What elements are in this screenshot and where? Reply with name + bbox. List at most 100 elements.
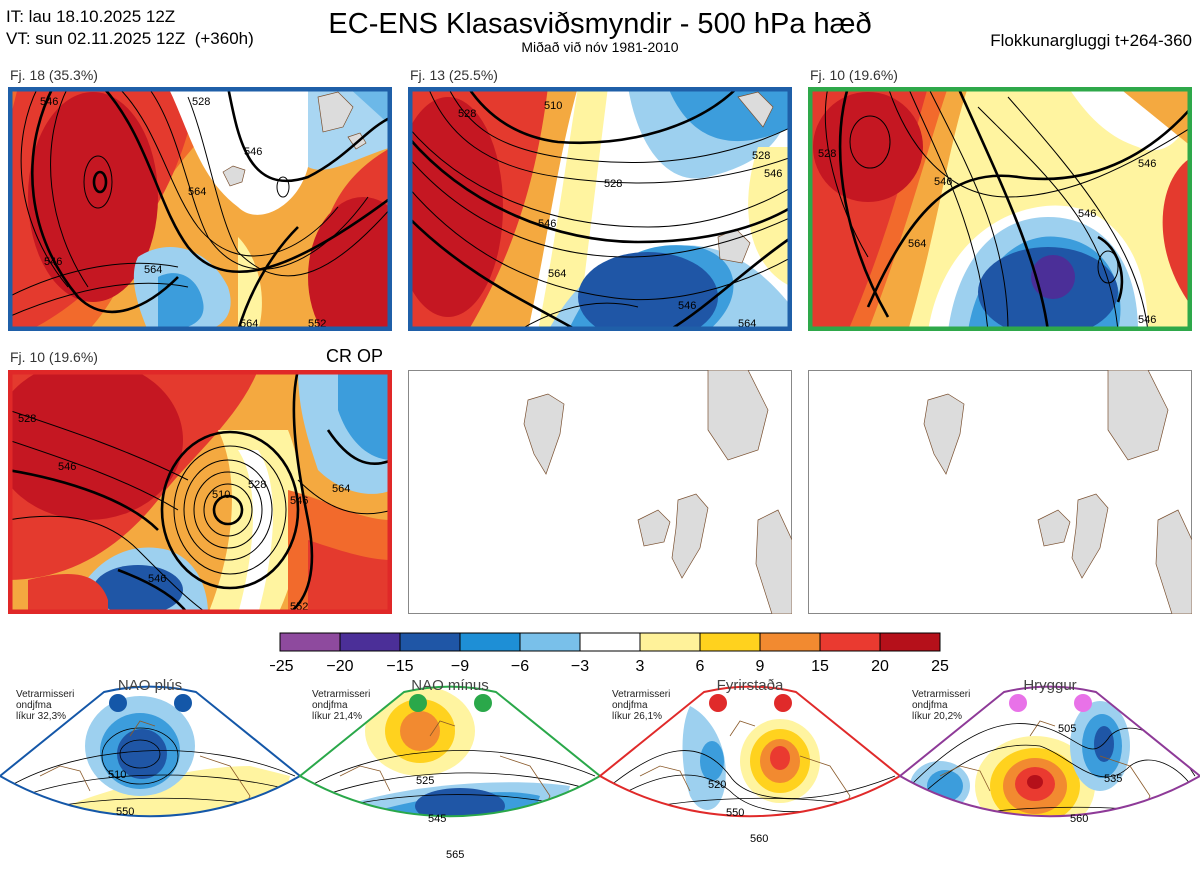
contour-label: 510 (544, 100, 562, 112)
valid-time: VT: sun 02.11.2025 12Z (+360h) (6, 29, 254, 48)
contour-label: 546 (1138, 158, 1156, 170)
colorbar-tick-label: 6 (696, 658, 705, 675)
regime-dot-icon (109, 694, 127, 712)
colorbar-tick-label: −15 (386, 658, 413, 675)
contour-label: 546 (58, 461, 76, 473)
contour-label: 564 (144, 264, 162, 276)
contour-label: 564 (188, 186, 206, 198)
regime-outline (598, 685, 902, 818)
regime-stat: líkur 20,2% (912, 711, 962, 722)
cluster-map-2: 528 510 528 528 546 546 564 546 564 (408, 87, 792, 331)
regime-ridge (898, 685, 1200, 818)
panel-1-label: Fj. 18 (35.3%) (10, 67, 98, 83)
contour-label: 510 (212, 489, 230, 501)
regime-stat: Vetrarmisseri (312, 689, 370, 700)
regime-contour-label: 525 (416, 775, 434, 787)
colorbar-swatch (339, 632, 401, 652)
regime-nao-plus (0, 685, 302, 818)
contour-label: 528 (192, 96, 210, 108)
regime-contour-label: 510 (108, 769, 126, 781)
initial-time: IT: lau 18.10.2025 12Z (6, 7, 176, 26)
colorbar-tick-label: 25 (931, 658, 949, 675)
colorbar-tick-label: −6 (511, 658, 529, 675)
regime-outline (898, 685, 1200, 818)
colorbar-swatch (639, 632, 701, 652)
colorbar-swatch (819, 632, 881, 652)
colorbar-tick-label: 20 (871, 658, 889, 675)
cluster-map-1: 546 528 546 564 546 564 564 552 (8, 87, 392, 331)
colorbar-swatches (279, 632, 941, 652)
cluster-map-3: 528 546 546 564 546 546 (808, 87, 1192, 331)
colorbar-ticks: −25 −20 −15 −9 −6 −3 3 6 9 15 20 25 (270, 658, 949, 675)
panel-4-label: Fj. 10 (19.6%) (10, 349, 98, 365)
regime-contour-label: 565 (446, 849, 464, 861)
cluster-map-4: 528 546 510 528 546 564 546 552 (8, 370, 392, 614)
contour-label: 546 (1138, 314, 1156, 326)
colorbar-tick-label: 9 (756, 658, 765, 675)
contour-label: 546 (148, 573, 166, 585)
panel-2-label: Fj. 13 (25.5%) (410, 67, 498, 83)
cr-op-label: CR OP (326, 346, 384, 366)
regime-title: Hryggur (1023, 677, 1076, 694)
colorbar-tick-label: 15 (811, 658, 829, 675)
empty-map-1 (408, 370, 792, 614)
contour-label: 564 (548, 268, 566, 280)
contour-label: 528 (458, 108, 476, 120)
colorbar-tick-label: −9 (451, 658, 469, 675)
colorbar-tick-label: −3 (571, 658, 589, 675)
colorbar-tick-label: −20 (326, 658, 353, 675)
regime-dot-icon (709, 694, 727, 712)
regime-stat: ondjfma (912, 700, 948, 711)
colorbar-swatch (279, 632, 341, 652)
contour-label: 546 (290, 495, 308, 507)
colorbar-swatch (579, 632, 641, 652)
regime-dot-icon (474, 694, 492, 712)
regime-dot-icon (409, 694, 427, 712)
contour-label: 528 (604, 178, 622, 190)
regime-title: Fyrirstaða (717, 677, 784, 694)
regime-dot-icon (174, 694, 192, 712)
regime-stat: líkur 32,3% (16, 711, 66, 722)
regime-stat: ondjfma (612, 700, 648, 711)
colorbar-swatch (459, 632, 521, 652)
regime-dot-icon (774, 694, 792, 712)
contour-label: 528 (818, 148, 836, 160)
contour-label: 546 (1078, 208, 1096, 220)
header-info: IT: lau 18.10.2025 12Z VT: sun 02.11.2025… (6, 6, 254, 50)
colorbar: −25 −20 −15 −9 −6 −3 3 6 9 15 20 25 (270, 632, 949, 675)
colorbar-tick-label: 3 (636, 658, 645, 675)
colorbar-swatch (759, 632, 821, 652)
regime-stat: Vetrarmisseri (912, 689, 970, 700)
colorbar-swatch (519, 632, 581, 652)
regime-contour-label: 535 (1104, 773, 1122, 785)
contour-label: 528 (18, 413, 36, 425)
contour-label: 528 (248, 479, 266, 491)
regime-contour-label: 560 (750, 833, 768, 845)
colorbar-swatch (879, 632, 941, 652)
colorbar-swatch (699, 632, 761, 652)
page-subtitle: Miðað við nóv 1981-2010 (521, 39, 679, 55)
contour-label: 546 (538, 218, 556, 230)
contour-label: 546 (678, 300, 696, 312)
regime-stat: Vetrarmisseri (16, 689, 74, 700)
page-title: EC-ENS Klasasviðsmyndir - 500 hPa hæð (328, 8, 872, 40)
contour-label: 546 (40, 96, 58, 108)
contour-label: 564 (332, 483, 350, 495)
regime-stat: ondjfma (312, 700, 348, 711)
regime-title: NAO mínus (411, 677, 489, 694)
regime-contour-label: 505 (1058, 723, 1076, 735)
regime-stat: líkur 26,1% (612, 711, 662, 722)
contour-label: 564 (908, 238, 926, 250)
regime-stat: Vetrarmisseri (612, 689, 670, 700)
classification-window: Flokkunargluggi t+264-360 (990, 31, 1192, 50)
regime-outline (0, 685, 302, 818)
regime-dot-icon (1074, 694, 1092, 712)
regime-contour-label: 550 (726, 807, 744, 819)
contour-label: 528 (752, 150, 770, 162)
regime-contour-label: 550 (116, 806, 134, 818)
colorbar-swatch (399, 632, 461, 652)
regime-dot-icon (1009, 694, 1027, 712)
panel-3-label: Fj. 10 (19.6%) (810, 67, 898, 83)
contour-label: 546 (934, 176, 952, 188)
